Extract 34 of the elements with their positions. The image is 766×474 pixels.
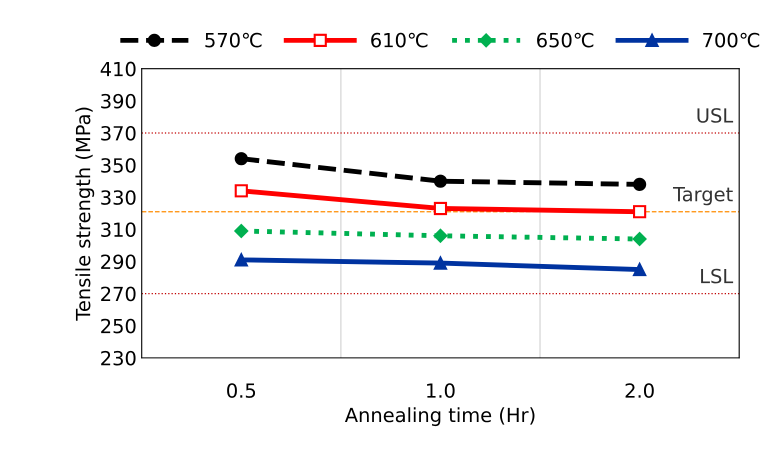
point — [434, 202, 448, 216]
legend-label: 570℃ — [205, 32, 262, 48]
x-tick-label: 0.5 — [227, 383, 256, 398]
y-tick-label: 390 — [101, 94, 136, 109]
point — [633, 262, 646, 276]
x-tick-label: 2.0 — [626, 383, 654, 398]
legend-label: 700℃ — [703, 32, 760, 48]
y-tick-label: 230 — [101, 350, 136, 366]
point — [632, 232, 647, 246]
y-axis-title: Tensile strength (MPa) — [75, 108, 94, 321]
legend-label: 610℃ — [371, 32, 428, 48]
point — [234, 152, 248, 166]
y-tick-label: 410 — [100, 62, 136, 76]
point — [633, 178, 646, 191]
y-tick-label: 370 — [101, 126, 136, 141]
y-tick-label: 250 — [101, 318, 136, 334]
point — [234, 224, 248, 238]
legend-label: 650℃ — [537, 32, 594, 48]
ref-line-label: USL — [697, 108, 734, 123]
point — [234, 253, 248, 266]
x-tick-label: 1.0 — [427, 383, 455, 398]
y-tick-label: 270 — [101, 286, 136, 302]
point — [434, 228, 448, 243]
point — [434, 256, 448, 270]
y-tick-label: 310 — [101, 222, 136, 238]
ref-line-label: Target — [672, 187, 733, 206]
x-axis-title: Annealing time (Hr) — [344, 407, 534, 426]
ref-line-label: LSL — [701, 268, 734, 284]
point — [234, 184, 248, 198]
y-tick-label: 350 — [101, 158, 136, 173]
y-tick-label: 330 — [101, 190, 136, 205]
y-tick-label: 290 — [101, 254, 136, 270]
point — [434, 174, 448, 188]
point — [633, 205, 646, 218]
